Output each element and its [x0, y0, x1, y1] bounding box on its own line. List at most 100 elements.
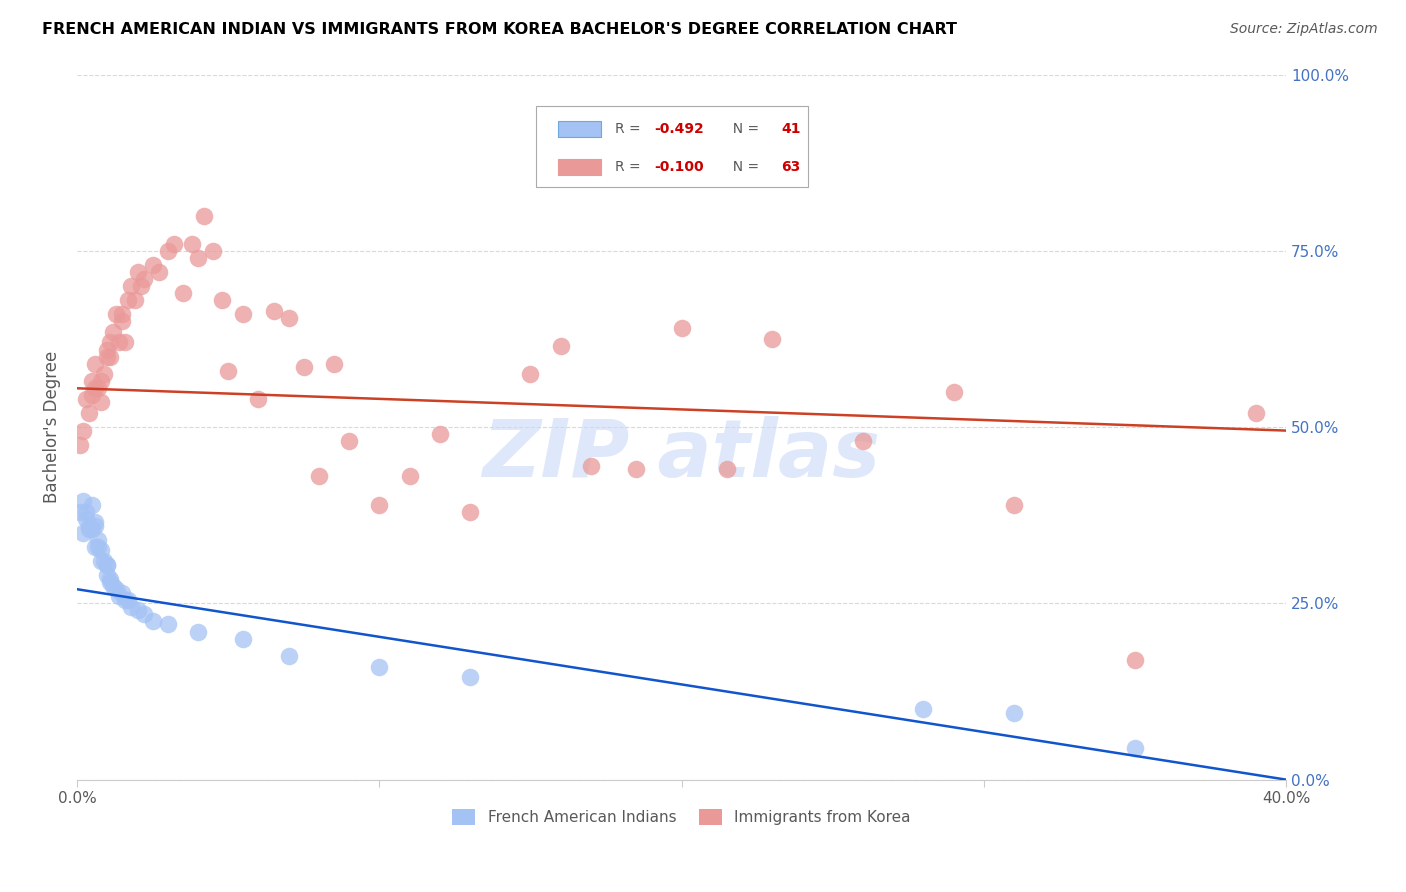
Point [202, 244, 225, 258]
Point [82, 388, 104, 402]
Point [127, 265, 149, 279]
Point [277, 649, 299, 664]
Text: FRENCH AMERICAN INDIAN VS IMMIGRANTS FROM KOREA BACHELOR'S DEGREE CORRELATION CH: FRENCH AMERICAN INDIAN VS IMMIGRANTS FRO… [42, 22, 957, 37]
Point [761, 332, 783, 346]
Point [77, 518, 100, 533]
Point [87, 381, 110, 395]
Point [671, 321, 693, 335]
Point [105, 582, 128, 597]
Point [82, 374, 104, 388]
Point [458, 670, 481, 684]
Point [96, 558, 118, 572]
Point [519, 367, 541, 381]
Text: -0.100: -0.100 [654, 160, 703, 174]
Point [277, 310, 299, 325]
Text: R =: R = [616, 122, 645, 136]
Point [117, 592, 139, 607]
Point [142, 614, 165, 628]
Point [117, 293, 139, 307]
Point [84, 357, 107, 371]
Point [308, 469, 330, 483]
FancyBboxPatch shape [537, 106, 808, 187]
Point [1002, 498, 1025, 512]
Bar [558, 121, 600, 136]
Point [121, 279, 143, 293]
Point [211, 293, 233, 307]
Point [96, 558, 118, 572]
Point [96, 350, 118, 364]
Point [148, 265, 170, 279]
Point [716, 462, 738, 476]
Point [550, 339, 572, 353]
Text: Source: ZipAtlas.com: Source: ZipAtlas.com [1230, 22, 1378, 37]
Point [82, 498, 104, 512]
Point [193, 209, 215, 223]
Point [1244, 406, 1267, 420]
Point [181, 236, 204, 251]
Text: ZIP atlas: ZIP atlas [482, 417, 880, 494]
Point [75, 512, 97, 526]
Point [69, 505, 91, 519]
Legend: French American Indians, Immigrants from Korea: French American Indians, Immigrants from… [453, 809, 911, 825]
Point [217, 364, 239, 378]
Point [93, 367, 115, 381]
Point [429, 427, 451, 442]
Point [75, 392, 97, 406]
Point [98, 335, 121, 350]
Point [232, 307, 254, 321]
Text: N =: N = [724, 122, 763, 136]
Point [129, 279, 152, 293]
Text: R =: R = [616, 160, 645, 174]
Point [232, 632, 254, 646]
Point [90, 543, 112, 558]
Point [75, 505, 97, 519]
Point [124, 293, 146, 307]
Point [121, 599, 143, 614]
Text: N =: N = [724, 160, 763, 174]
Point [142, 258, 165, 272]
Point [156, 244, 179, 258]
Text: 63: 63 [780, 160, 800, 174]
Point [77, 522, 100, 536]
Point [98, 350, 121, 364]
Point [84, 381, 107, 395]
Point [127, 603, 149, 617]
Point [323, 357, 346, 371]
Point [942, 384, 965, 399]
Point [111, 586, 134, 600]
Point [458, 505, 481, 519]
Y-axis label: Bachelor's Degree: Bachelor's Degree [44, 351, 60, 503]
Bar [558, 160, 600, 175]
Point [105, 307, 128, 321]
Point [98, 575, 121, 590]
Point [84, 515, 107, 529]
Point [114, 335, 136, 350]
Point [72, 494, 94, 508]
Point [87, 540, 110, 554]
Point [163, 236, 186, 251]
Point [84, 518, 107, 533]
Point [82, 522, 104, 536]
Point [624, 462, 647, 476]
Point [292, 360, 315, 375]
Point [114, 592, 136, 607]
Point [263, 303, 285, 318]
Point [172, 286, 194, 301]
Point [852, 434, 875, 449]
Point [69, 438, 91, 452]
Point [579, 458, 602, 473]
Point [111, 314, 134, 328]
Point [108, 589, 131, 603]
Point [84, 540, 107, 554]
Point [1002, 706, 1025, 720]
Point [90, 395, 112, 409]
Point [103, 579, 125, 593]
Point [132, 607, 155, 621]
Text: -0.492: -0.492 [654, 122, 704, 136]
Point [187, 251, 209, 265]
Point [93, 554, 115, 568]
Point [90, 374, 112, 388]
Point [87, 533, 110, 547]
Text: 41: 41 [780, 122, 800, 136]
Point [398, 469, 420, 483]
